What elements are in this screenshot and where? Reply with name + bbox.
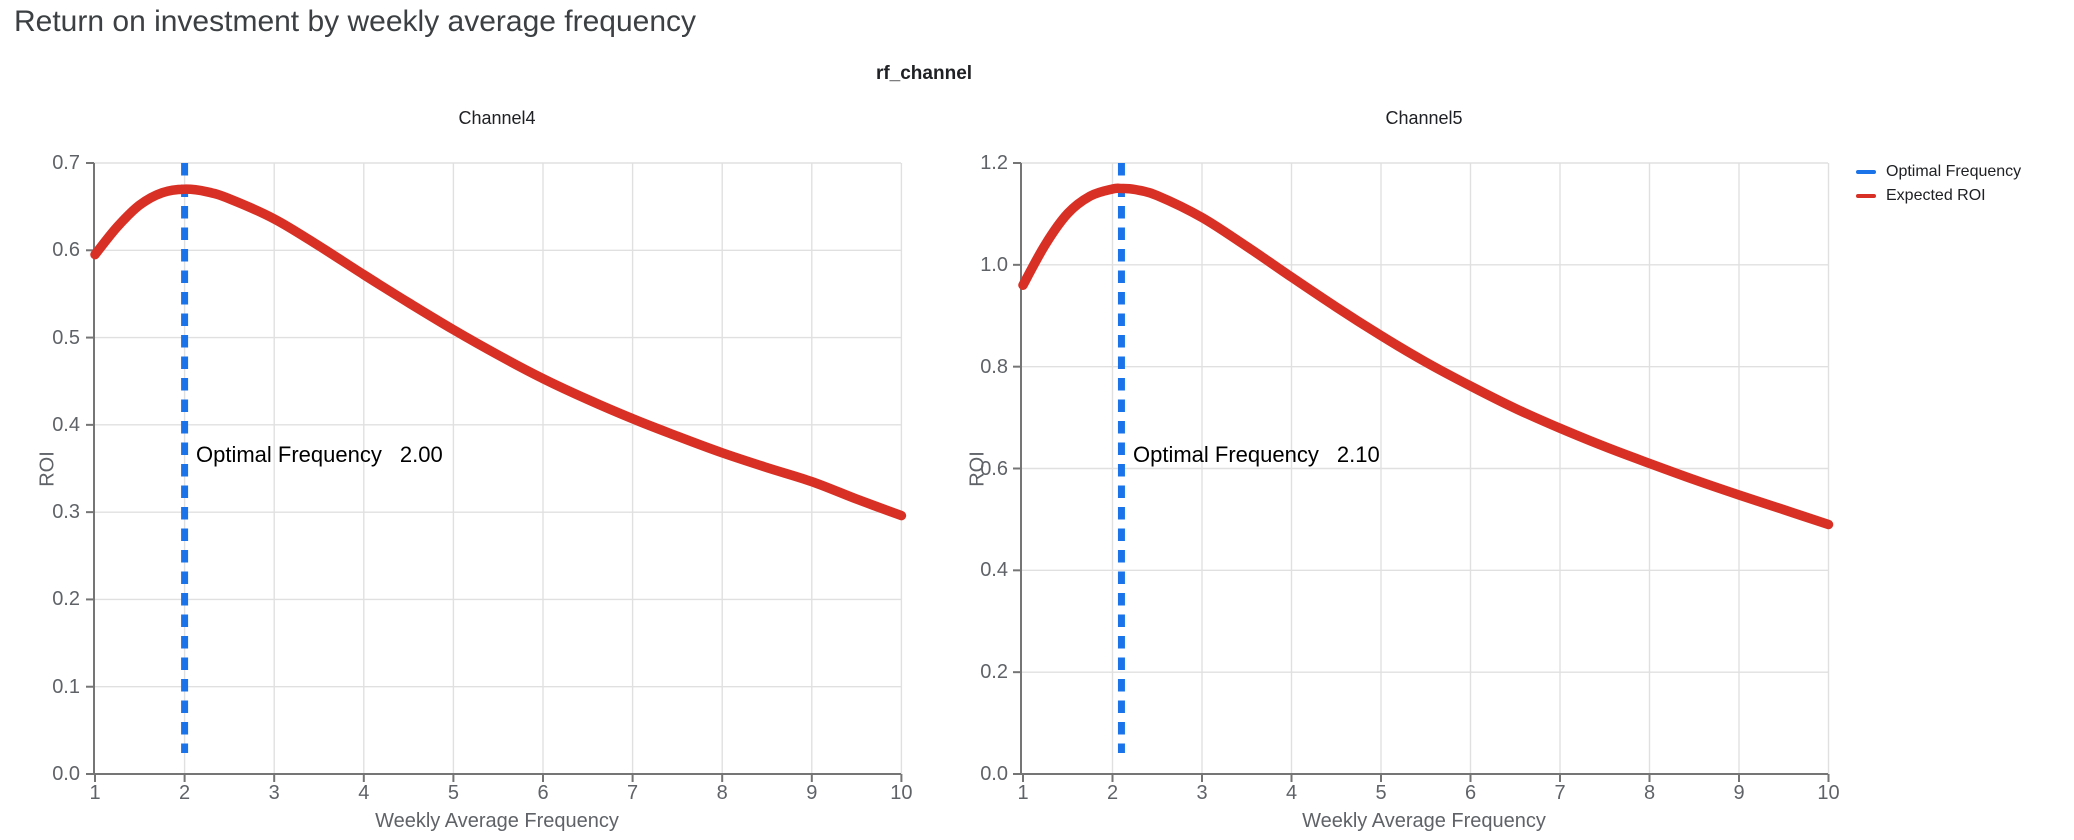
x-tick-label: 10 [890, 782, 913, 804]
x-tick-label: 6 [537, 782, 549, 804]
x-tick-label: 7 [627, 782, 639, 804]
x-axis-title: Weekly Average Frequency [375, 810, 619, 832]
annotation-label: Optimal Frequency [1133, 442, 1319, 467]
y-tick-label: 0.1 [52, 675, 80, 698]
expected-roi-curve [90, 184, 907, 521]
x-tick-label: 2 [179, 782, 191, 804]
legend: Optimal Frequency Expected ROI [1856, 160, 2072, 208]
y-tick-label: 0.7 [52, 152, 80, 174]
annotation-value: 2.00 [399, 442, 443, 467]
expected-roi-curve [1018, 183, 1834, 530]
page-title: Return on investment by weekly average f… [14, 5, 697, 38]
y-tick-label: 0.3 [52, 501, 80, 524]
x-tick-label: 1 [89, 782, 101, 804]
legend-item-optimal-frequency: Optimal Frequency [1856, 160, 2072, 184]
y-tick-label: 0.2 [980, 661, 1008, 684]
y-tick-label: 0.2 [52, 588, 80, 611]
x-tick-label: 10 [1817, 782, 1840, 804]
facet-title-channel4: Channel4 [458, 108, 536, 128]
y-tick-label: 0.6 [980, 457, 1008, 480]
expected-roi-line-swatch [1856, 194, 1876, 198]
y-tick-label: 0.0 [52, 763, 80, 785]
optimal-frequency-annotation: Optimal Frequency 2.00 [196, 442, 443, 468]
y-tick-label: 0.4 [980, 559, 1008, 582]
legend-label: Expected ROI [1886, 187, 1986, 204]
y-tick-label: 1.0 [980, 253, 1008, 276]
x-tick-label: 8 [716, 782, 728, 804]
y-axis-title: ROI [36, 450, 59, 487]
y-tick-label: 0.6 [52, 239, 80, 262]
optimal-frequency-annotation: Optimal Frequency 2.10 [1133, 442, 1380, 468]
x-tick-label: 3 [268, 782, 280, 804]
x-tick-label: 9 [1733, 782, 1745, 804]
x-tick-label: 1 [1017, 782, 1029, 804]
x-axis-title: Weekly Average Frequency [1302, 810, 1546, 832]
y-tick-label: 0.0 [980, 763, 1008, 785]
y-tick-label: 0.5 [52, 326, 80, 349]
x-tick-label: 5 [447, 782, 459, 804]
y-tick-label: 0.8 [980, 355, 1008, 378]
x-tick-label: 6 [1464, 782, 1477, 804]
annotation-value: 2.10 [1336, 442, 1380, 467]
y-tick-label: 0.4 [52, 413, 80, 436]
x-tick-label: 8 [1643, 782, 1656, 804]
y-tick-label: 1.2 [980, 152, 1008, 174]
x-tick-label: 9 [806, 782, 818, 804]
x-tick-label: 3 [1196, 782, 1208, 804]
legend-label: Optimal Frequency [1886, 163, 2022, 180]
legend-item-expected-roi: Expected ROI [1856, 184, 2072, 208]
facet-title-channel5: Channel5 [1385, 108, 1463, 128]
x-tick-label: 4 [358, 782, 370, 804]
y-axis-title: ROI [966, 450, 989, 487]
x-tick-label: 5 [1375, 782, 1387, 804]
optimal-frequency-line-swatch [1856, 170, 1876, 174]
facet-field-title: rf_channel [875, 63, 973, 84]
x-tick-label: 4 [1285, 782, 1298, 804]
x-tick-label: 2 [1106, 782, 1119, 804]
annotation-label: Optimal Frequency [196, 442, 382, 467]
x-tick-label: 7 [1554, 782, 1566, 804]
